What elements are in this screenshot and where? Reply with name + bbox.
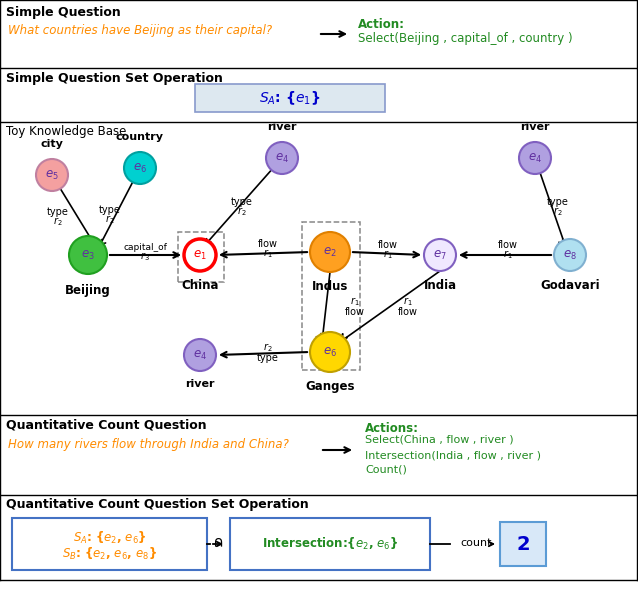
FancyBboxPatch shape <box>12 518 207 570</box>
Text: type: type <box>47 207 69 217</box>
Text: Quantitative Count Question Set Operation: Quantitative Count Question Set Operatio… <box>6 498 309 511</box>
Circle shape <box>184 239 216 271</box>
Circle shape <box>424 239 456 271</box>
Text: river: river <box>185 379 215 389</box>
Text: Ganges: Ganges <box>305 380 355 393</box>
Text: Intersection:{$e_2$, $e_6$}: Intersection:{$e_2$, $e_6$} <box>262 536 398 552</box>
Text: What countries have Beijing as their capital?: What countries have Beijing as their cap… <box>8 24 272 37</box>
Text: flow: flow <box>498 240 518 250</box>
Text: $S_B$: {$e_2$, $e_6$, $e_8$}: $S_B$: {$e_2$, $e_6$, $e_8$} <box>62 546 157 562</box>
Text: type: type <box>547 197 569 207</box>
Text: Godavari: Godavari <box>540 279 600 292</box>
Text: $e_{4}$: $e_{4}$ <box>193 348 207 362</box>
Text: $e_{2}$: $e_{2}$ <box>323 245 337 258</box>
Text: $r_1$: $r_1$ <box>350 296 360 308</box>
Text: $r_2$: $r_2$ <box>553 206 563 218</box>
Circle shape <box>310 232 350 272</box>
Text: flow: flow <box>378 240 398 250</box>
Text: Simple Question Set Operation: Simple Question Set Operation <box>6 72 223 85</box>
Text: Select(Beijing , capital_of , country ): Select(Beijing , capital_of , country ) <box>358 32 573 45</box>
Text: $S_A$: {$e_2$, $e_6$}: $S_A$: {$e_2$, $e_6$} <box>73 530 146 546</box>
Text: $e_{4}$: $e_{4}$ <box>275 151 289 165</box>
FancyBboxPatch shape <box>230 518 430 570</box>
Text: $S_A$: {$e_1$}: $S_A$: {$e_1$} <box>259 89 321 106</box>
Circle shape <box>519 142 551 174</box>
Text: flow: flow <box>398 307 418 317</box>
Text: $r_1$: $r_1$ <box>403 296 413 308</box>
Text: $e_{6}$: $e_{6}$ <box>133 162 147 174</box>
Text: Quantitative Count Question: Quantitative Count Question <box>6 418 207 431</box>
Text: type: type <box>231 197 253 207</box>
Circle shape <box>124 152 156 184</box>
Text: $r_2$: $r_2$ <box>263 341 273 354</box>
Text: river: river <box>267 122 297 132</box>
Text: Toy Knowledge Base: Toy Knowledge Base <box>6 125 126 138</box>
Text: $e_{1}$: $e_{1}$ <box>193 248 207 261</box>
Text: $r_2$: $r_2$ <box>53 215 63 228</box>
Text: capital_of: capital_of <box>123 242 167 252</box>
Text: $r_1$: $r_1$ <box>383 248 393 261</box>
Text: type: type <box>257 353 279 363</box>
Text: $r_1$: $r_1$ <box>263 248 273 260</box>
Circle shape <box>266 142 298 174</box>
Text: $e_{7}$: $e_{7}$ <box>433 248 447 261</box>
Circle shape <box>184 339 216 371</box>
Text: Simple Question: Simple Question <box>6 6 121 19</box>
Text: type: type <box>99 205 121 215</box>
Text: $r_3$: $r_3$ <box>140 250 150 263</box>
Text: $e_{5}$: $e_{5}$ <box>45 168 59 182</box>
Text: How many rivers flow through India and China?: How many rivers flow through India and C… <box>8 438 289 451</box>
Circle shape <box>554 239 586 271</box>
Circle shape <box>69 236 107 274</box>
Text: India: India <box>424 279 457 292</box>
Text: Actions:: Actions: <box>365 422 419 435</box>
Text: $e_{8}$: $e_{8}$ <box>563 248 577 261</box>
Text: Beijing: Beijing <box>65 284 111 297</box>
Text: river: river <box>520 122 550 132</box>
Text: 2: 2 <box>516 534 530 553</box>
Text: $e_{6}$: $e_{6}$ <box>323 345 337 359</box>
Text: $e_{3}$: $e_{3}$ <box>81 248 95 261</box>
Text: flow: flow <box>258 239 278 249</box>
Text: $r_1$: $r_1$ <box>503 248 513 261</box>
Text: Action:: Action: <box>358 18 405 31</box>
Text: Intersection(India , flow , river ): Intersection(India , flow , river ) <box>365 450 541 460</box>
Circle shape <box>310 332 350 372</box>
Text: Select(China , flow , river ): Select(China , flow , river ) <box>365 435 514 445</box>
FancyBboxPatch shape <box>195 84 385 112</box>
Text: $r_2$: $r_2$ <box>105 214 115 226</box>
Text: Indus: Indus <box>312 280 348 293</box>
FancyBboxPatch shape <box>500 522 546 566</box>
Text: city: city <box>41 139 63 149</box>
Text: $e_{4}$: $e_{4}$ <box>528 151 542 165</box>
Text: country: country <box>116 132 164 142</box>
Text: $r_2$: $r_2$ <box>237 206 247 218</box>
Text: China: China <box>181 279 219 292</box>
Text: $\cap$: $\cap$ <box>212 536 223 551</box>
Text: flow: flow <box>345 307 365 317</box>
Circle shape <box>36 159 68 191</box>
Text: Count(): Count() <box>365 465 407 475</box>
Text: count: count <box>460 538 491 548</box>
